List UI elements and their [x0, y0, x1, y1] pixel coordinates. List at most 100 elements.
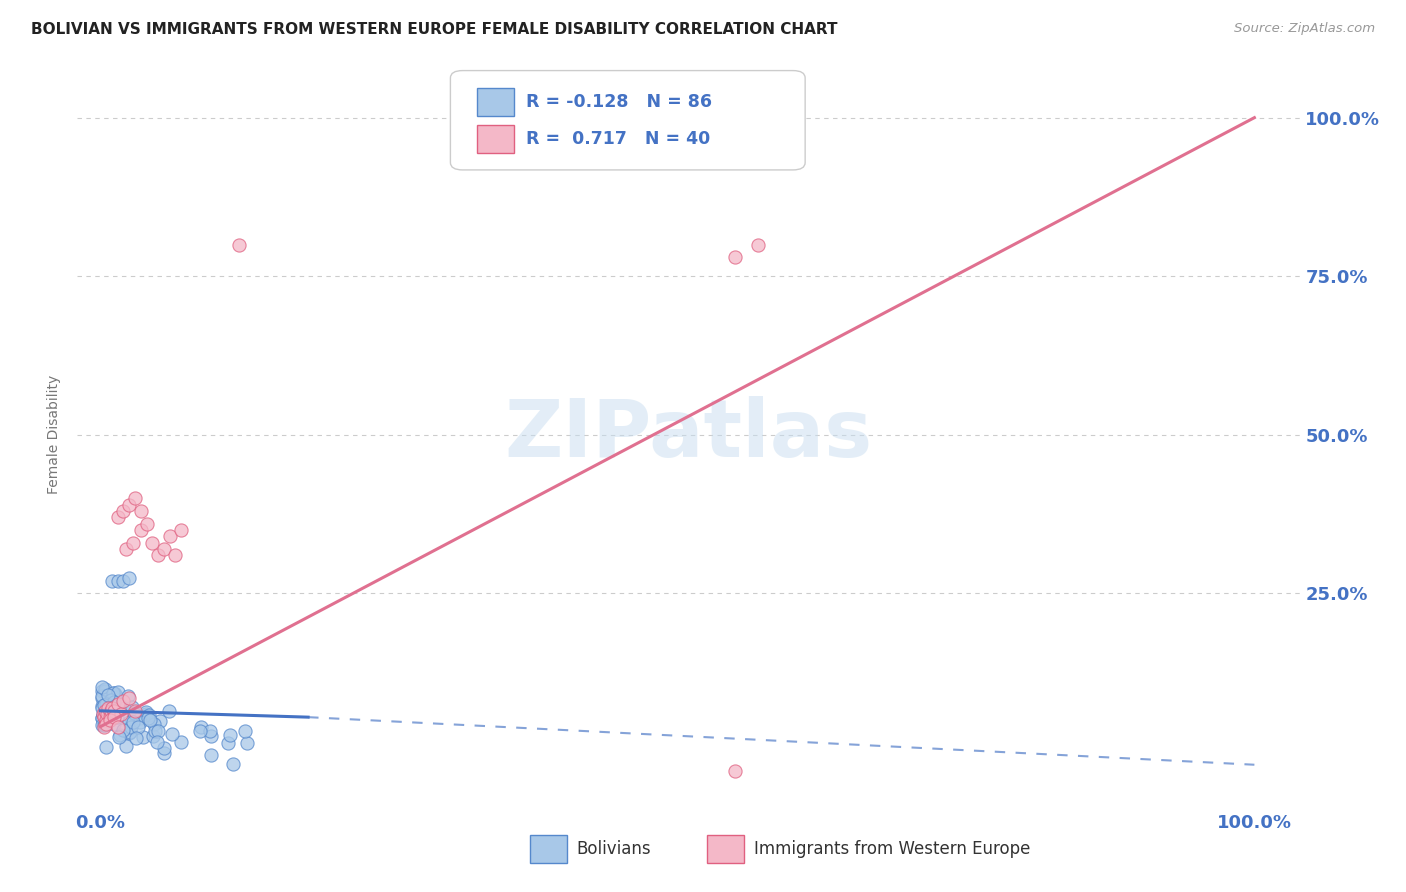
Point [93, 683, 115, 698]
Point [724, 250, 747, 264]
Point [122, 714, 145, 729]
FancyBboxPatch shape [477, 88, 515, 116]
Point [100, 704, 122, 718]
Point [138, 711, 160, 725]
Point [90, 701, 112, 715]
Point [228, 237, 250, 252]
Point [91, 690, 114, 705]
Point [101, 688, 124, 702]
Point [107, 574, 129, 588]
Text: Bolivians: Bolivians [576, 840, 651, 858]
Point [118, 725, 141, 739]
Point [112, 504, 135, 518]
Point [104, 688, 127, 702]
Point [146, 724, 169, 739]
Point [160, 727, 183, 741]
Point [103, 707, 125, 722]
Point [190, 721, 212, 735]
FancyBboxPatch shape [477, 125, 515, 153]
Point [121, 700, 143, 714]
Point [143, 717, 166, 731]
Y-axis label: Female Disability: Female Disability [48, 376, 62, 494]
Point [94, 704, 117, 718]
Point [110, 706, 132, 721]
Point [103, 695, 125, 709]
Point [118, 725, 141, 739]
Text: R = -0.128   N = 86: R = -0.128 N = 86 [526, 94, 713, 112]
Point [107, 720, 129, 734]
Point [153, 542, 176, 557]
Point [96, 714, 118, 728]
Point [153, 741, 176, 756]
Point [105, 710, 128, 724]
Point [101, 697, 124, 711]
Point [139, 714, 162, 728]
Point [112, 574, 135, 588]
Point [108, 727, 131, 741]
Point [107, 695, 129, 709]
Point [97, 702, 120, 716]
Point [141, 535, 163, 549]
Point [141, 729, 163, 743]
Point [114, 542, 136, 557]
Point [93, 698, 115, 712]
Point [96, 716, 118, 731]
Point [124, 704, 146, 718]
Point [117, 690, 139, 704]
Point [188, 724, 211, 739]
Text: ZIPatlas: ZIPatlas [505, 396, 873, 474]
Point [93, 710, 115, 724]
Point [93, 718, 115, 732]
Point [118, 571, 141, 585]
Point [103, 717, 125, 731]
Point [159, 529, 181, 543]
Text: R =  0.717   N = 40: R = 0.717 N = 40 [526, 130, 710, 148]
FancyBboxPatch shape [450, 70, 806, 170]
Point [93, 720, 115, 734]
Point [103, 685, 125, 699]
Point [107, 698, 129, 712]
Point [170, 735, 193, 749]
Point [118, 715, 141, 730]
Point [98, 696, 121, 710]
Point [217, 736, 239, 750]
Point [107, 510, 129, 524]
Point [107, 684, 129, 698]
Point [103, 710, 125, 724]
Point [93, 706, 115, 721]
Point [107, 730, 129, 744]
Point [101, 574, 124, 588]
Point [165, 549, 187, 563]
Point [132, 730, 155, 744]
Point [94, 717, 117, 731]
Point [103, 704, 125, 718]
Text: Source: ZipAtlas.com: Source: ZipAtlas.com [1234, 22, 1375, 36]
Point [143, 724, 166, 739]
Text: Immigrants from Western Europe: Immigrants from Western Europe [754, 840, 1031, 858]
Point [135, 706, 157, 721]
Point [114, 739, 136, 754]
Point [101, 700, 124, 714]
Point [112, 694, 135, 708]
Point [152, 746, 174, 760]
Point [198, 723, 221, 738]
Point [747, 237, 769, 252]
Point [146, 549, 169, 563]
Point [103, 703, 125, 717]
Point [146, 735, 169, 749]
Point [91, 706, 114, 721]
Point [222, 756, 245, 771]
Point [124, 491, 146, 506]
Point [125, 731, 148, 745]
Point [91, 699, 114, 714]
Point [91, 706, 114, 721]
Point [120, 714, 142, 728]
Point [118, 498, 141, 512]
Point [170, 523, 193, 537]
Point [100, 693, 122, 707]
FancyBboxPatch shape [530, 835, 567, 863]
Point [98, 710, 121, 724]
Point [129, 714, 152, 729]
Point [129, 523, 152, 537]
Point [93, 708, 115, 723]
